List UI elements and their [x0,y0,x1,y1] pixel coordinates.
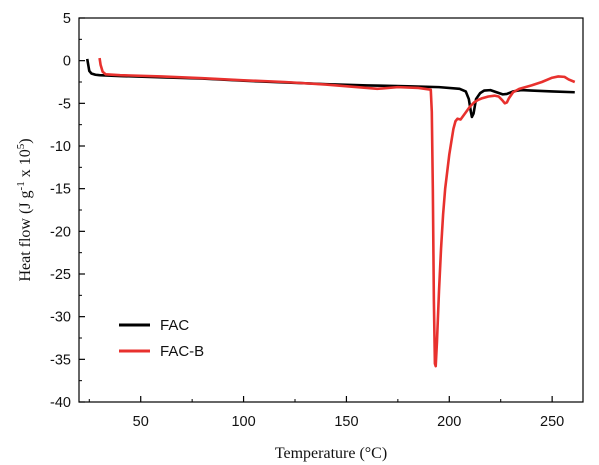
y-tick-label: -20 [50,224,71,240]
x-tick-label: 250 [540,414,564,430]
y-axis-title: Heat flow (J g-1 x 105) [15,138,34,281]
y-axis-title-end: ) [17,138,34,143]
y-tick-label: -40 [50,395,71,411]
legend-label-fac: FAC [160,317,189,334]
legend: FAC FAC-B [119,317,204,360]
x-tick-label: 150 [334,414,358,430]
x-tick-label: 50 [133,414,149,430]
y-tick-label: -15 [50,182,71,198]
y-tick-label: 5 [63,11,71,27]
y-axis-title-sup1: -1 [15,181,27,190]
y-tick-label: -35 [50,352,71,368]
x-tick-label: 200 [437,414,461,430]
x-axis-title: Temperature (°C) [275,445,387,462]
series-line-fac [87,59,575,117]
y-tick-label: -25 [50,267,71,283]
y-axis-title-mid: x 10 [17,149,34,181]
y-tick-label: -5 [58,96,71,112]
y-axis-title-main: Heat flow (J g [17,190,34,281]
y-tick-label: -30 [50,310,71,326]
y-tick-label: 0 [63,54,71,70]
legend-label-fac-b: FAC-B [160,343,204,360]
y-tick-label: -10 [50,139,71,155]
x-tick-label: 100 [231,414,255,430]
